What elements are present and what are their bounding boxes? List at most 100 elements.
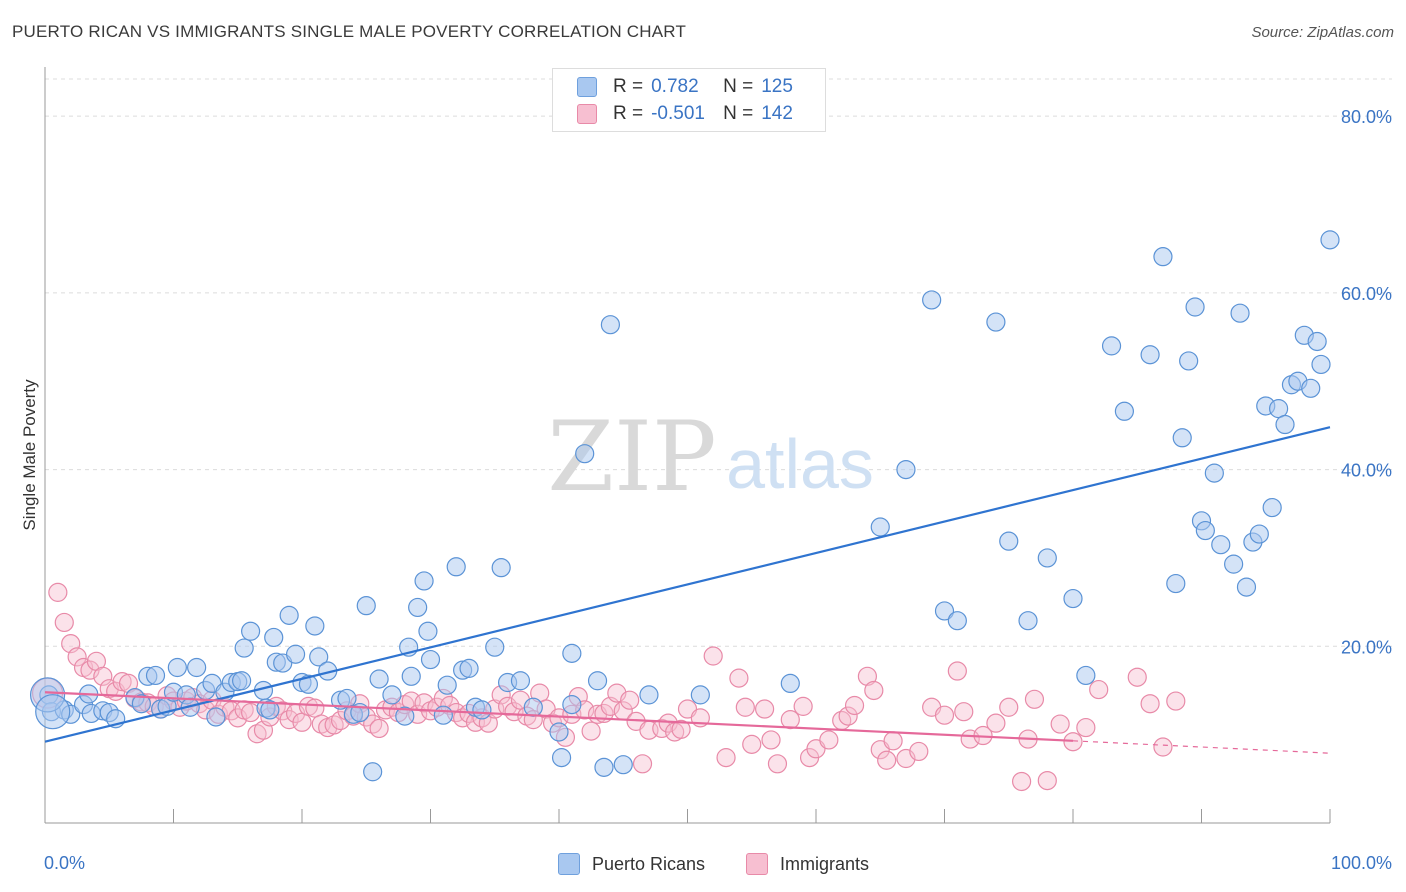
puerto-ricans-point (369, 669, 389, 689)
puerto-ricans-point (780, 673, 800, 694)
immigrants-point (1024, 689, 1045, 709)
puerto-ricans-point (408, 597, 428, 618)
y-tick-label: 80.0% (1341, 107, 1392, 127)
bottom-legend-puerto-ricans: Puerto Ricans (558, 852, 705, 876)
immigrants-point (838, 706, 858, 726)
immigrants-point (754, 699, 775, 719)
x-tick-label-max: 100.0% (1331, 853, 1392, 873)
immigrants-point (954, 702, 974, 722)
puerto-ricans-point (459, 658, 479, 678)
immigrants-point (742, 734, 762, 754)
legend-n-label: N = (723, 76, 754, 97)
immigrants-point (780, 710, 800, 730)
x-tick-label-min: 0.0% (44, 853, 85, 873)
puerto-ricans-point (395, 706, 415, 726)
puerto-ricans-point (690, 685, 710, 705)
immigrants-point (883, 731, 903, 751)
bottom-legend-label: Immigrants (780, 853, 870, 874)
puerto-ricans-point (510, 671, 531, 691)
watermark: ZIP atlas (547, 401, 874, 513)
immigrants-point (844, 695, 865, 716)
puerto-ricans-point (523, 697, 543, 717)
puerto-ricans-point (356, 596, 376, 616)
puerto-ricans-point (472, 700, 492, 720)
puerto-ricans-point (401, 666, 421, 686)
puerto-ricans-point (167, 657, 187, 678)
immigrants-point (67, 647, 87, 667)
immigrants-point (986, 713, 1006, 733)
puerto-ricans-point (433, 705, 453, 725)
puerto-ricans-point (1211, 535, 1231, 555)
puerto-ricans-point (446, 557, 466, 577)
immigrants-point (632, 754, 653, 774)
puerto-ricans-point (1101, 336, 1122, 356)
immigrants-point (864, 680, 884, 701)
puerto-ricans-point (1140, 345, 1160, 365)
puerto-ricans-point (1153, 247, 1173, 267)
legend-swatch-pink (577, 104, 597, 124)
puerto-ricans-point (485, 637, 505, 657)
puerto-ricans-trend-line (44, 426, 1331, 743)
puerto-ricans-point (1268, 399, 1289, 419)
puerto-ricans-point (145, 665, 166, 686)
puerto-ricans-point (1275, 414, 1295, 435)
immigrants-point (93, 666, 113, 686)
puerto-ricans-point (187, 657, 207, 678)
immigrants-point (703, 646, 723, 666)
legend-r-value: 0.782 (651, 76, 699, 97)
immigrants-point (369, 718, 389, 739)
puerto-ricans-point (1172, 428, 1192, 448)
immigrants-point (1153, 737, 1173, 757)
legend-swatch-blue (577, 77, 597, 97)
immigrants-point (1011, 771, 1032, 792)
puerto-ricans-point (131, 694, 151, 714)
legend-r-value: -0.501 (651, 103, 705, 124)
puerto-ricans-point (594, 757, 614, 777)
puerto-ricans-point (35, 694, 71, 730)
puerto-ricans-point (551, 748, 572, 768)
immigrants-point (767, 754, 788, 774)
immigrants-point (729, 668, 749, 688)
puerto-ricans-point (305, 616, 325, 636)
puerto-ricans-point (1307, 331, 1327, 352)
puerto-ricans-point (309, 647, 329, 667)
puerto-ricans-point (639, 685, 659, 705)
puerto-ricans-point (1204, 463, 1224, 483)
puerto-ricans-point (1249, 524, 1269, 544)
immigrants-point (909, 741, 929, 762)
puerto-ricans-point (947, 611, 967, 631)
puerto-ricans-point (896, 459, 916, 480)
immigrants-point (1127, 667, 1147, 687)
puerto-ricans-point (264, 627, 284, 648)
immigrants-point (1166, 691, 1186, 711)
immigrants-point (1050, 714, 1070, 734)
immigrants-point (292, 712, 312, 732)
puerto-ricans-point (491, 558, 511, 578)
immigrants-point (819, 730, 839, 750)
puerto-ricans-point (285, 644, 306, 664)
source-label: Source: ZipAtlas.com (1251, 24, 1394, 41)
immigrants-point (857, 666, 878, 686)
bottom-legend-swatch-blue (558, 853, 580, 875)
immigrants-point (112, 672, 132, 692)
puerto-ricans-point (613, 755, 633, 775)
immigrants-point (298, 696, 319, 716)
puerto-ricans-point (234, 638, 254, 658)
immigrants-point (652, 718, 672, 739)
y-tick-label: 20.0% (1341, 637, 1392, 657)
legend-n-value: 125 (761, 76, 793, 97)
immigrants-point (581, 721, 601, 741)
puerto-ricans-point (922, 290, 942, 310)
immigrants-point (1089, 679, 1109, 700)
puerto-ricans-point (1236, 577, 1257, 597)
puerto-ricans-point (1262, 497, 1282, 518)
puerto-ricans-point (382, 685, 402, 705)
y-tick-label: 60.0% (1341, 284, 1392, 304)
tick-labels: 20.0% 40.0% 60.0% 80.0% 0.0% 100.0% (44, 107, 1392, 873)
immigrants-point (793, 696, 813, 716)
puerto-ricans-point (562, 643, 582, 663)
immigrants-trend-line (44, 691, 1074, 742)
puerto-ricans-point (241, 621, 261, 641)
puerto-ricans-point (1301, 378, 1321, 398)
bottom-legend-label: Puerto Ricans (592, 853, 706, 874)
